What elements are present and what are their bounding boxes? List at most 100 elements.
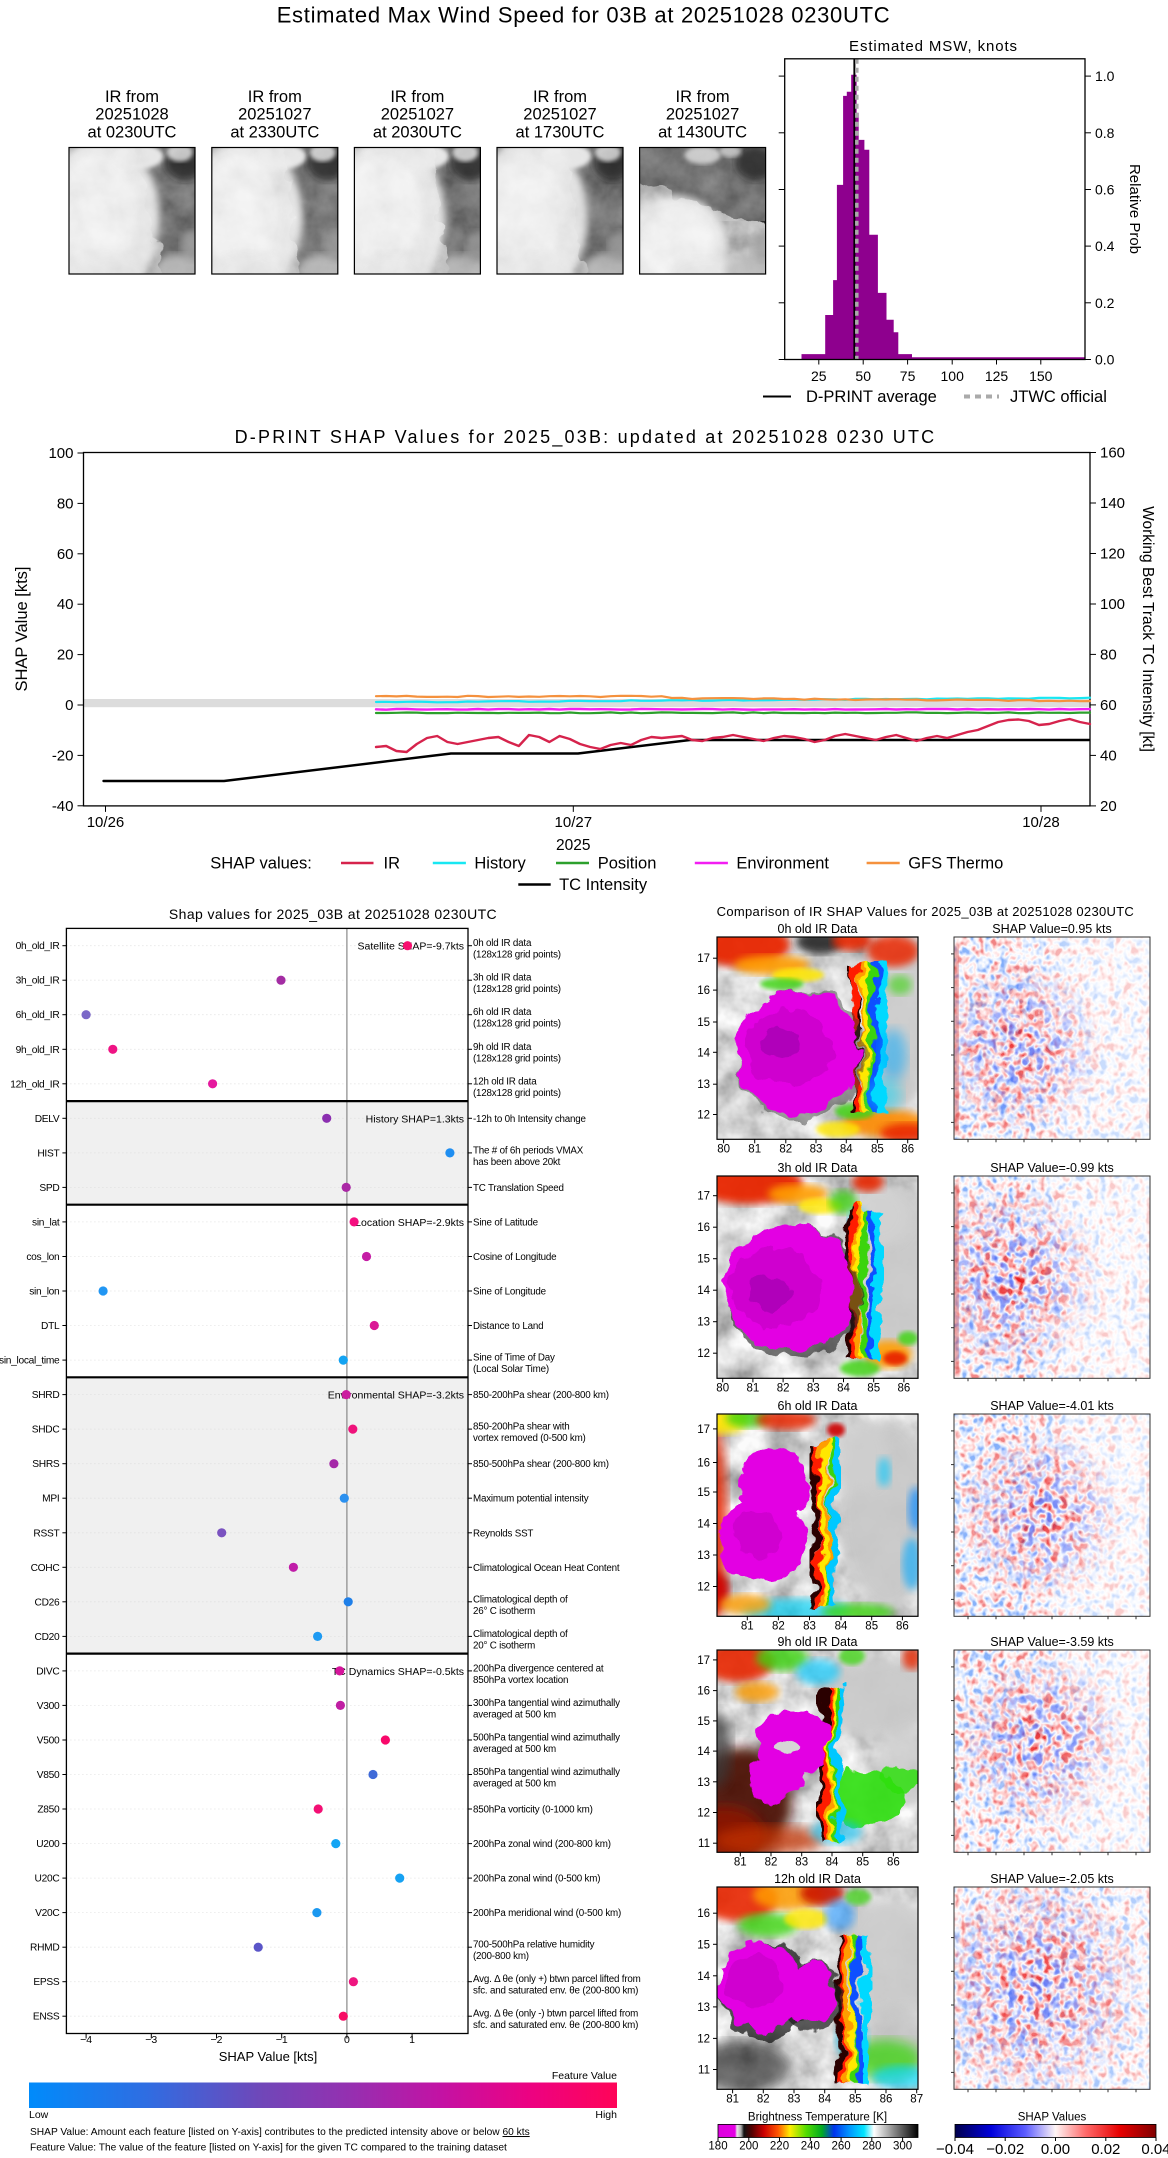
svg-text:IR from: IR from (390, 88, 444, 106)
svg-text:IR from: IR from (533, 88, 587, 106)
svg-text:(128x128 grid points): (128x128 grid points) (473, 1053, 561, 1064)
svg-text:2025: 2025 (556, 837, 590, 854)
svg-text:81: 81 (748, 1143, 761, 1155)
svg-text:(128x128 grid points): (128x128 grid points) (473, 984, 561, 995)
svg-text:(Local Solar Time): (Local Solar Time) (473, 1364, 549, 1375)
svg-text:SHRD: SHRD (32, 1390, 60, 1401)
svg-text:850hPa vorticity (0-1000 km): 850hPa vorticity (0-1000 km) (473, 1805, 593, 1816)
svg-text:12: 12 (697, 1110, 710, 1122)
svg-text:-40: -40 (52, 798, 74, 815)
svg-text:0.2: 0.2 (1095, 295, 1115, 311)
svg-text:SHAP Value=-0.99 kts: SHAP Value=-0.99 kts (990, 1161, 1114, 1175)
svg-text:0h old IR Data: 0h old IR Data (778, 922, 858, 936)
svg-text:13: 13 (697, 1317, 710, 1329)
svg-text:80: 80 (57, 495, 74, 512)
svg-text:83: 83 (807, 1382, 820, 1394)
svg-text:14: 14 (697, 1047, 710, 1059)
svg-text:IR: IR (384, 855, 401, 873)
svg-text:0.6: 0.6 (1095, 182, 1115, 198)
svg-text:850hPa tangential wind azimuth: 850hPa tangential wind azimuthally (473, 1767, 620, 1778)
svg-text:GFS Thermo: GFS Thermo (908, 855, 1003, 873)
svg-text:ENSS: ENSS (33, 2012, 60, 2023)
svg-text:COHC: COHC (31, 1563, 60, 1574)
svg-text:300hPa tangential wind azimuth: 300hPa tangential wind azimuthally (473, 1698, 620, 1709)
svg-text:Cosine of Longitude: Cosine of Longitude (473, 1252, 557, 1263)
svg-text:TC Intensity: TC Intensity (559, 876, 648, 894)
svg-text:Working Best Track TC Intensit: Working Best Track TC Intensity [kt] (1139, 506, 1156, 752)
svg-text:The # of 6h periods VMAX: The # of 6h periods VMAX (473, 1145, 584, 1156)
svg-text:17: 17 (697, 953, 710, 965)
svg-text:40: 40 (1100, 747, 1117, 764)
svg-text:3h old IR Data: 3h old IR Data (778, 1161, 858, 1175)
svg-text:86: 86 (896, 1620, 909, 1632)
svg-text:12: 12 (697, 1348, 710, 1360)
svg-text:200hPa divergence centered at: 200hPa divergence centered at (473, 1663, 604, 1674)
svg-text:JTWC official: JTWC official (1010, 388, 1107, 406)
svg-text:sin_local_time: sin_local_time (0, 1356, 60, 1367)
svg-text:85: 85 (867, 1382, 880, 1394)
svg-text:SHRS: SHRS (32, 1459, 60, 1470)
svg-text:14: 14 (697, 1746, 710, 1758)
svg-text:sfc. and saturated env. θe (20: sfc. and saturated env. θe (200-800 km) (473, 2020, 638, 2031)
svg-text:U200: U200 (36, 1839, 60, 1850)
svg-text:82: 82 (772, 1620, 785, 1632)
svg-text:10/27: 10/27 (555, 814, 593, 831)
svg-text:200hPa zonal wind (0-500 km): 200hPa zonal wind (0-500 km) (473, 1874, 600, 1885)
svg-text:-20: -20 (52, 747, 74, 764)
svg-text:81: 81 (741, 1620, 754, 1632)
svg-text:V300: V300 (37, 1701, 60, 1712)
svg-text:Feature Value: Feature Value (552, 2070, 617, 2082)
svg-text:280: 280 (862, 2141, 881, 2153)
svg-text:−2: −2 (211, 2034, 223, 2046)
svg-text:15: 15 (697, 1716, 710, 1728)
svg-text:U20C: U20C (35, 1874, 60, 1885)
svg-text:vortex removed (0-500 km): vortex removed (0-500 km) (473, 1433, 586, 1444)
svg-text:6h_old_IR: 6h_old_IR (16, 1010, 60, 1021)
svg-text:0: 0 (65, 697, 73, 714)
svg-text:82: 82 (757, 2093, 770, 2105)
svg-text:84: 84 (818, 2093, 831, 2105)
svg-text:26° C isotherm: 26° C isotherm (473, 1606, 535, 1617)
svg-text:83: 83 (788, 2093, 801, 2105)
svg-text:EPSS: EPSS (33, 1977, 59, 1988)
svg-text:D-PRINT SHAP Values for 2025_0: D-PRINT SHAP Values for 2025_03B: update… (235, 427, 937, 448)
svg-text:86: 86 (898, 1382, 911, 1394)
svg-text:85: 85 (856, 1856, 869, 1868)
svg-text:averaged at 500 km: averaged at 500 km (473, 1779, 556, 1790)
svg-text:82: 82 (765, 1856, 778, 1868)
svg-text:140: 140 (1100, 495, 1125, 512)
svg-text:17: 17 (697, 1424, 710, 1436)
svg-text:(128x128 grid points): (128x128 grid points) (473, 950, 561, 961)
svg-text:DIVC: DIVC (36, 1666, 59, 1677)
svg-text:86: 86 (901, 1143, 914, 1155)
svg-text:CD26: CD26 (35, 1597, 60, 1608)
svg-text:20: 20 (1100, 798, 1117, 815)
svg-text:86: 86 (880, 2093, 893, 2105)
svg-text:IR from: IR from (105, 88, 159, 106)
svg-text:80: 80 (1100, 646, 1117, 663)
svg-text:20: 20 (57, 647, 74, 664)
svg-text:16: 16 (697, 985, 710, 997)
svg-text:700-500hPa relative humidity: 700-500hPa relative humidity (473, 1940, 595, 1951)
svg-text:82: 82 (777, 1382, 790, 1394)
svg-text:84: 84 (840, 1143, 853, 1155)
svg-text:−3: −3 (145, 2034, 157, 2046)
svg-text:300: 300 (893, 2141, 912, 2153)
svg-text:11: 11 (698, 2065, 710, 2077)
svg-text:240: 240 (801, 2141, 820, 2153)
svg-text:at 2030UTC: at 2030UTC (373, 123, 462, 141)
svg-text:(128x128 grid points): (128x128 grid points) (473, 1088, 561, 1099)
svg-text:200: 200 (739, 2141, 758, 2153)
svg-text:0h_old_IR: 0h_old_IR (16, 941, 60, 952)
svg-text:81: 81 (726, 2093, 739, 2105)
svg-text:85: 85 (871, 1143, 884, 1155)
svg-text:0.0: 0.0 (1095, 352, 1115, 368)
svg-text:Shap values for 2025_03B at 20: Shap values for 2025_03B at 20251028 023… (169, 906, 497, 922)
svg-text:81: 81 (747, 1382, 760, 1394)
svg-text:SHAP Value=-3.59 kts: SHAP Value=-3.59 kts (990, 1635, 1114, 1649)
svg-text:Environment: Environment (736, 855, 829, 873)
svg-text:HIST: HIST (37, 1148, 59, 1159)
svg-text:V850: V850 (37, 1770, 60, 1781)
svg-text:100: 100 (1100, 596, 1125, 613)
svg-text:History: History (474, 855, 526, 873)
